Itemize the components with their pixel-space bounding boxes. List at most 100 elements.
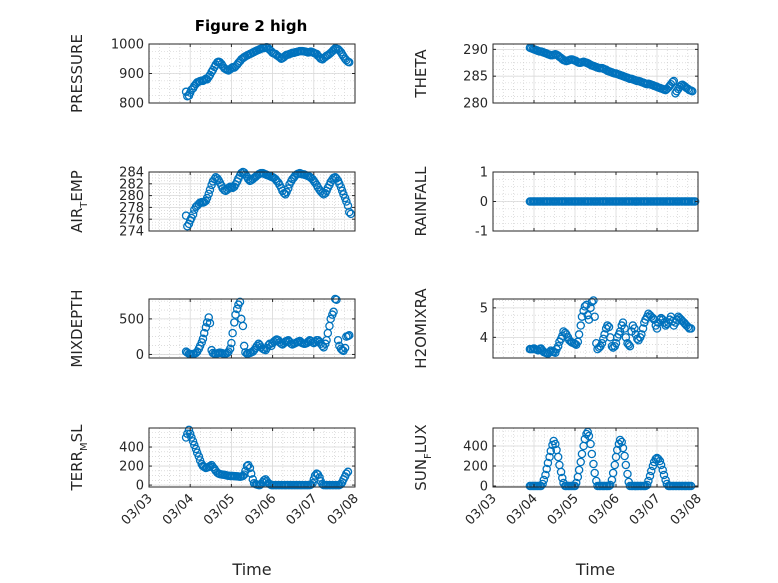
data-point (227, 338, 236, 348)
data-point (590, 468, 599, 478)
data-point (624, 340, 633, 349)
data-point (560, 328, 570, 338)
y-tick-label: 285 (463, 70, 488, 85)
data-point (625, 341, 635, 351)
series-sun_flux (525, 427, 696, 491)
data-point (587, 449, 597, 459)
data-point (188, 210, 198, 219)
data-point (576, 321, 585, 330)
data-point (603, 321, 612, 330)
data-point (577, 312, 587, 321)
minor-grid (149, 427, 355, 487)
x-axis-label: Time (231, 560, 271, 579)
y-axis-label-main: RAINFALL (412, 166, 430, 237)
data-point (620, 324, 629, 333)
data-point (574, 330, 584, 339)
data-point (651, 454, 661, 464)
y-axis-label-subscript: F (423, 453, 434, 459)
y-tick-label: 280 (119, 189, 144, 204)
data-point (623, 469, 632, 479)
y-axis-label-main: H2OMIXRA (412, 288, 430, 369)
y-axis-label-main: MIXDEPTH (68, 289, 86, 367)
data-point (228, 328, 237, 338)
panel-pressure: 800 900 1000 PRESSURE (68, 34, 356, 113)
data-point (656, 460, 666, 470)
data-point (238, 471, 248, 481)
y-axis-label-main: TERR (68, 451, 86, 492)
data-point (344, 331, 354, 340)
y-tick-label: 0 (480, 195, 488, 210)
data-point (615, 435, 625, 445)
data-point (647, 466, 656, 476)
y-tick-label: 400 (119, 441, 144, 456)
y-axis-label-main: THETA (412, 49, 430, 99)
panel-mixdepth: 0 500 MIXDEPTH (68, 289, 356, 368)
data-point (668, 77, 677, 87)
data-point (659, 470, 669, 480)
y-axis-label: TERRMSL (68, 424, 90, 492)
data-point (545, 452, 554, 462)
y-tick-label: 1000 (111, 38, 144, 53)
data-point (343, 467, 353, 477)
data-point (205, 185, 215, 194)
y-tick-label: 276 (119, 213, 144, 228)
data-point (576, 457, 585, 467)
data-point (191, 444, 201, 454)
data-point (638, 324, 648, 333)
axes-box (148, 298, 356, 359)
y-tick-label: 278 (119, 201, 144, 216)
data-point (284, 184, 293, 193)
y-tick-label: 0 (136, 348, 144, 363)
data-point (556, 467, 566, 477)
y-axis-label: RAINFALL (412, 166, 430, 237)
data-point (205, 318, 215, 328)
data-point (342, 197, 351, 206)
y-tick-label: 400 (463, 440, 488, 455)
series-h2omixra (525, 296, 696, 358)
data-point (606, 480, 615, 490)
data-point (610, 460, 620, 470)
series-terr_msl (181, 425, 353, 490)
data-point (686, 324, 696, 333)
data-point (235, 297, 245, 307)
data-point (194, 452, 204, 461)
panel-rainfall: -1 0 1 RAINFALL (412, 166, 700, 240)
data-point (340, 193, 350, 203)
y-axis-label-main: PRESSURE (68, 34, 86, 113)
data-point (618, 318, 628, 327)
data-point (543, 458, 553, 468)
y-tick-label: 500 (119, 312, 144, 327)
axes-box (492, 427, 699, 488)
data-point (202, 193, 212, 203)
data-point (198, 334, 208, 344)
data-point (621, 333, 631, 342)
series-mixdepth (181, 294, 354, 359)
series-theta (525, 43, 697, 98)
data-point (551, 439, 560, 449)
data-point (336, 183, 346, 192)
y-tick-label: 282 (119, 177, 144, 192)
y-tick-label: 900 (119, 67, 144, 82)
y-axis-label: H2OMIXRA (412, 288, 430, 369)
data-point (612, 445, 622, 455)
data-point (611, 338, 621, 348)
data-point (541, 470, 550, 480)
data-point (580, 302, 590, 311)
figure-title: Figure 2 high (195, 17, 308, 35)
data-point (344, 58, 354, 67)
data-point (589, 296, 598, 305)
y-axis-label-subscript: T (79, 201, 90, 209)
data-point (558, 473, 567, 483)
data-point (644, 476, 653, 486)
y-axis-label-tail: LUX (412, 424, 430, 453)
data-point (577, 449, 587, 459)
data-point (648, 461, 658, 471)
data-point (617, 437, 626, 447)
data-point (188, 437, 198, 446)
data-point (190, 440, 199, 450)
y-tick-label: 274 (119, 225, 144, 240)
data-point (204, 313, 213, 322)
y-axis-label-main: AIR (68, 208, 86, 233)
y-tick-label: 0 (480, 480, 488, 495)
